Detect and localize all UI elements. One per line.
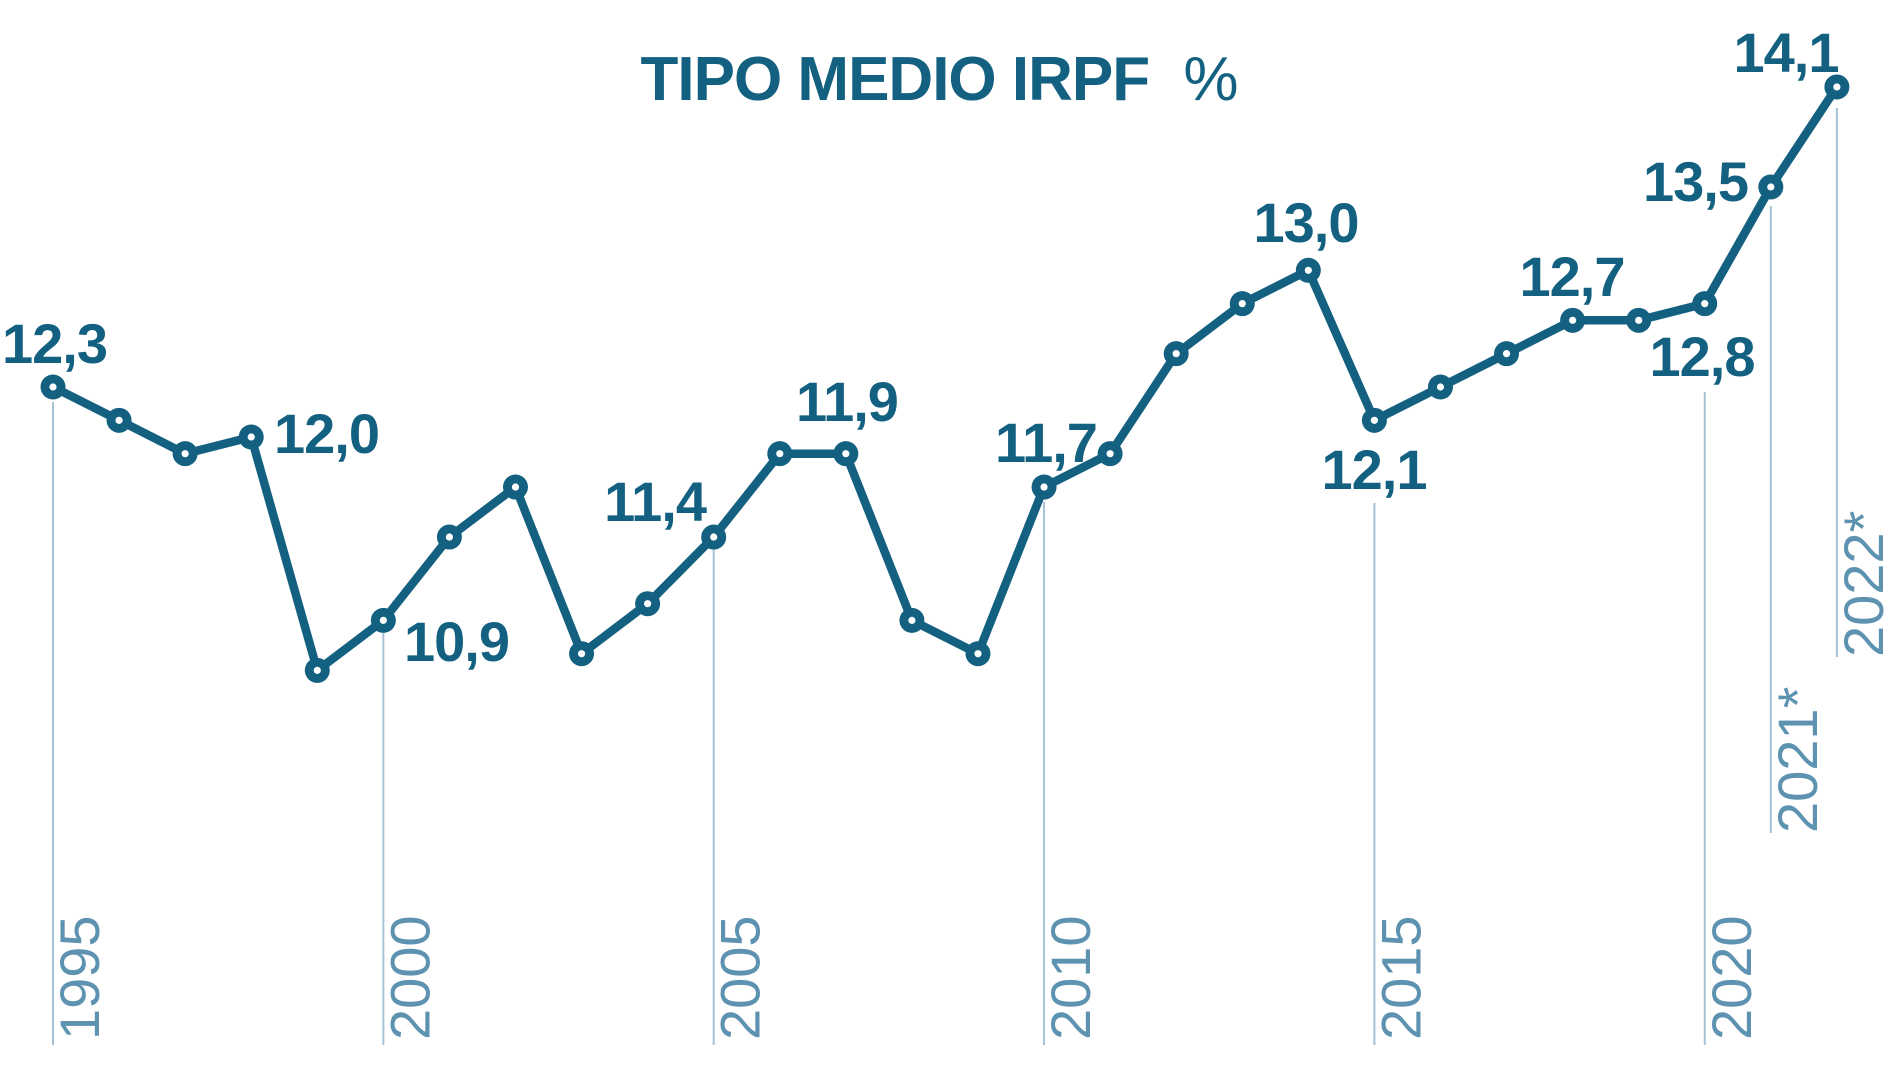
data-point-center-2015: [1370, 416, 1378, 424]
chart-title-percent: %: [1183, 45, 1237, 114]
data-point-center-2002: [511, 483, 520, 491]
value-label-1995: 12,3: [2, 312, 107, 375]
chart-title-main: TIPO MEDIO IRPF: [641, 45, 1150, 114]
data-point-center-2010: [1040, 483, 1048, 491]
data-point-center-2008: [908, 616, 916, 624]
series-line: [48, 82, 1842, 675]
year-label-2020: 2020: [1700, 915, 1763, 1040]
value-label-2000: 10,9: [404, 610, 509, 673]
data-point-center-2021: [1767, 183, 1775, 191]
value-label-2014: 13,0: [1254, 191, 1359, 254]
data-point-center-2004: [644, 600, 652, 608]
data-point-center-2003: [577, 650, 586, 658]
year-label-1995: 1995: [48, 915, 111, 1040]
series-layer: [48, 82, 1842, 675]
value-label-1998: 12,0: [274, 402, 379, 465]
chart-title: TIPO MEDIO IRPF %: [641, 45, 1238, 114]
year-label-2022: 2022*: [1832, 511, 1895, 657]
year-label-2010: 2010: [1039, 915, 1102, 1040]
data-point-center-2016: [1436, 383, 1445, 391]
value-label-2015: 12,1: [1322, 438, 1427, 501]
data-point-center-2017: [1502, 350, 1511, 358]
data-point-center-2007: [842, 450, 850, 458]
year-label-2000: 2000: [378, 915, 441, 1040]
data-point-center-2006: [776, 450, 784, 458]
data-point-center-2022: [1833, 83, 1841, 91]
data-point-center-2014: [1304, 266, 1312, 274]
data-point-center-2020: [1701, 300, 1709, 308]
data-point-center-2013: [1238, 300, 1246, 308]
data-point-center-2012: [1172, 350, 1180, 358]
data-point-center-2000: [379, 616, 387, 624]
value-label-2018: 12,7: [1520, 245, 1625, 308]
data-point-center-2001: [445, 533, 454, 541]
data-point-center-2005: [710, 533, 718, 541]
value-label-2022: 14,1: [1734, 21, 1839, 84]
data-point-center-2011: [1106, 450, 1114, 458]
data-point-center-2018: [1569, 316, 1577, 324]
value-label-2010: 11,7: [995, 411, 1097, 474]
year-label-2021: 2021*: [1766, 687, 1829, 833]
value-label-2020: 12,8: [1650, 325, 1755, 388]
value-label-layer: 12,3 12,0 10,9 11,4 11,9 11,7 13,0 12,1 12,7 12,8…: [2, 21, 1840, 673]
grid-layer: 1995 2000 2005 2010 2015 2020 2021*2022*: [48, 108, 1895, 1045]
data-point-center-1998: [247, 433, 255, 441]
value-label-2005: 11,4: [604, 470, 707, 533]
data-point-center-2019: [1635, 316, 1643, 324]
data-point-center-2009: [974, 650, 982, 658]
data-point-center-1999: [313, 666, 321, 674]
marker-layer: [40, 74, 1850, 683]
value-label-2021: 13,5: [1643, 150, 1748, 213]
year-label-2005: 2005: [709, 915, 772, 1040]
value-label-2007: 11,9: [796, 370, 898, 433]
data-point-center-1995: [49, 383, 57, 391]
data-point-center-1996: [115, 416, 123, 424]
data-point-center-1997: [181, 450, 189, 458]
year-label-2015: 2015: [1369, 915, 1432, 1040]
